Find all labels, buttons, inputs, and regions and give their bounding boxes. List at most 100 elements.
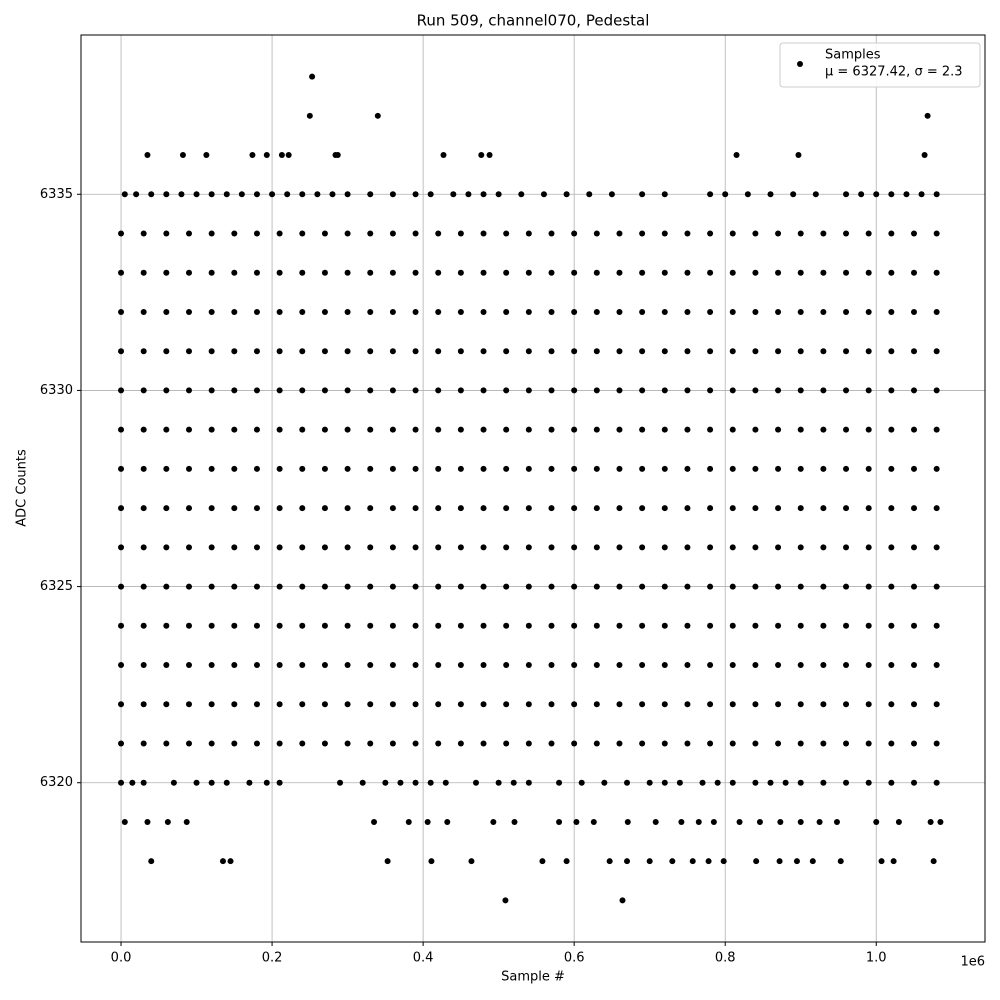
point [661,348,668,355]
point [435,740,442,747]
point [820,308,827,315]
point [843,348,850,355]
point [775,662,782,669]
point [208,622,215,629]
point [472,779,479,786]
point [707,544,714,551]
point [276,308,283,315]
point [457,662,464,669]
point [888,740,895,747]
point [140,740,147,747]
point [843,701,850,708]
point [208,308,215,315]
point [344,662,351,669]
point [253,505,260,512]
point [911,465,918,472]
point [639,230,646,237]
point [118,544,125,551]
point [503,465,510,472]
point [911,426,918,433]
point [616,348,623,355]
point [253,191,260,198]
point [185,505,192,512]
point [571,583,578,590]
point [367,622,374,629]
point [752,308,759,315]
point [865,348,872,355]
point [412,308,419,315]
point [669,858,676,865]
point [389,505,396,512]
point [707,308,714,315]
plot-frame [80,34,986,943]
point [843,308,850,315]
point [502,897,509,904]
point [457,740,464,747]
point [639,348,646,355]
point [752,465,759,472]
point [490,818,497,825]
point [616,387,623,394]
point [253,348,260,355]
point [684,544,691,551]
point [344,426,351,433]
point [118,465,125,472]
point [480,348,487,355]
point [412,544,419,551]
point [616,701,623,708]
point [593,230,600,237]
point [140,465,147,472]
point [707,230,714,237]
point [329,191,336,198]
point [435,230,442,237]
point [548,583,555,590]
point [478,152,485,159]
point [661,308,668,315]
point [170,779,177,786]
point [752,622,759,629]
point [729,308,736,315]
point [185,426,192,433]
point [865,465,872,472]
point [661,505,668,512]
point [684,230,691,237]
point [480,740,487,747]
point [503,740,510,747]
point [797,230,804,237]
point [593,622,600,629]
point [495,191,502,198]
point [253,701,260,708]
point [933,740,940,747]
point [733,152,740,159]
point [661,465,668,472]
point [707,387,714,394]
point [571,740,578,747]
point [890,858,897,865]
point [752,779,759,786]
point [118,779,125,786]
point [616,505,623,512]
point [208,583,215,590]
point [775,348,782,355]
point [707,465,714,472]
point [480,387,487,394]
point [480,269,487,276]
point [344,740,351,747]
point [571,269,578,276]
point [752,426,759,433]
point [148,191,155,198]
point [843,779,850,786]
point [548,544,555,551]
point [820,387,827,394]
point [321,387,328,394]
point [344,583,351,590]
point [412,662,419,669]
point [911,308,918,315]
point [729,348,736,355]
point [684,269,691,276]
point [684,387,691,394]
point [321,269,328,276]
point [933,269,940,276]
point [639,465,646,472]
point [865,308,872,315]
